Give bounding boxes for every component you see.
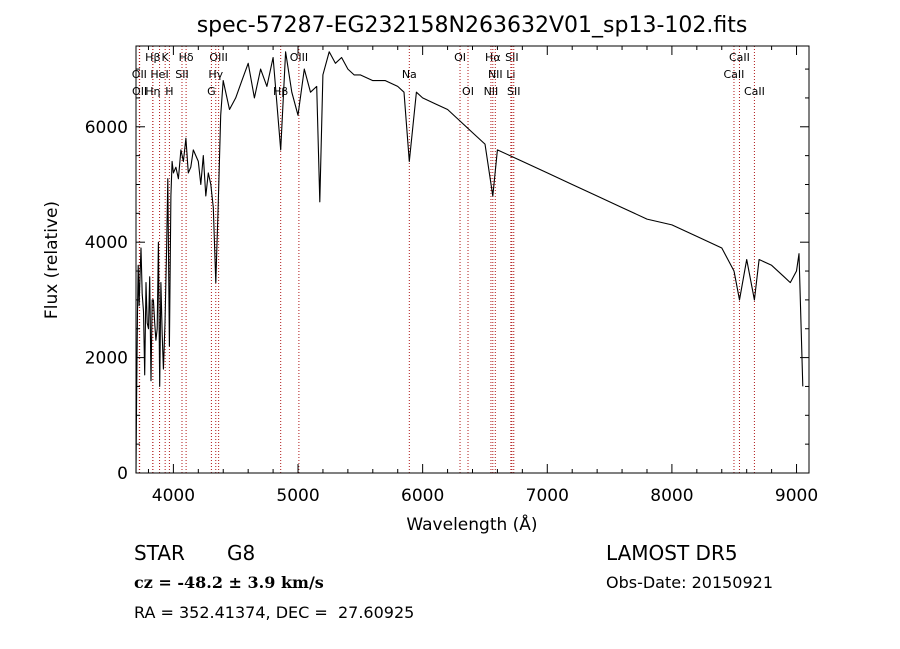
object-class: STAR (134, 541, 185, 565)
spectral-line-label: Hβ (145, 51, 160, 64)
coordinates: RA = 352.41374, DEC = 27.60925 (134, 603, 415, 622)
spectral-line-label: Na (402, 68, 417, 81)
spectral-line-label: SII (505, 51, 518, 64)
x-tick-label: 8000 (650, 486, 693, 506)
obs-date: Obs-Date: 20150921 (606, 573, 774, 592)
plot-frame (135, 45, 810, 474)
y-tick-label: 6000 (85, 118, 128, 138)
spectrum-series (135, 51, 804, 474)
spectral-line-label: OI (454, 51, 466, 64)
spectral-line-label: OIII (209, 51, 227, 64)
spectral-line-label: Hγ (208, 68, 223, 81)
spectral-line-label: Li (506, 68, 515, 81)
y-tick-label: 4000 (85, 233, 128, 253)
x-tick-label: 4000 (152, 486, 195, 506)
x-axis-label: Wavelength (Å) (406, 513, 537, 535)
spectral-line-label: CaII (724, 68, 745, 81)
spectral-line-label: CaII (729, 51, 750, 64)
x-tick-label: 9000 (775, 486, 818, 506)
x-tick-label: 7000 (526, 486, 569, 506)
axes: 4000 5000 6000 7000 8000 9000 0 2000 4000 6000 (85, 46, 818, 506)
spectral-line-label: K (162, 51, 170, 64)
spectral-line-label: SII (175, 68, 188, 81)
spectral-line-label: Hβ (273, 85, 288, 98)
spectral-line-label: HeI (150, 68, 168, 81)
x-tick-label: 6000 (401, 486, 444, 506)
spectral-line-label: Hα (485, 51, 501, 64)
spectral-line-label: H (165, 85, 173, 98)
spectral-line-label: OI (462, 85, 474, 98)
object-subclass: G8 (227, 541, 256, 565)
spectral-line-label: NII (488, 68, 503, 81)
spectral-line-label: CaII (744, 85, 765, 98)
spectral-line-label: NII (484, 85, 499, 98)
chart-title: spec-57287-EG232158N263632V01_sp13-102.f… (197, 13, 748, 38)
spectral-line-label: Hη (145, 85, 160, 98)
y-tick-label: 0 (117, 464, 128, 484)
redshift-text: cz = -48.2 ± 3.9 km/s (134, 573, 324, 592)
spectral-line-label: Hδ (179, 51, 194, 64)
spectrum-line (135, 51, 804, 474)
spectral-line-label: OIII (290, 51, 308, 64)
spectral-line-label: G (207, 85, 216, 98)
spectral-line-label: SII (507, 85, 520, 98)
y-axis-label: Flux (relative) (42, 201, 62, 319)
x-tick-label: 5000 (276, 486, 319, 506)
y-tick-label: 2000 (85, 349, 128, 369)
survey-name: LAMOST DR5 (606, 541, 738, 565)
